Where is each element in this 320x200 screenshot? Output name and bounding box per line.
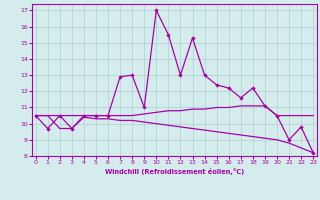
X-axis label: Windchill (Refroidissement éolien,°C): Windchill (Refroidissement éolien,°C) — [105, 168, 244, 175]
